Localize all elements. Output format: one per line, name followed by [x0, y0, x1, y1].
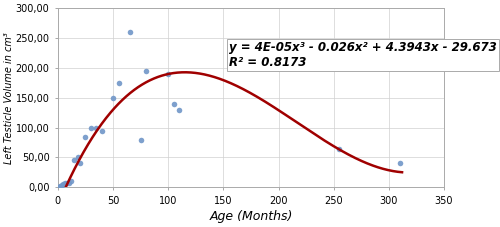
Point — [170, 102, 177, 106]
Point — [126, 30, 134, 34]
Point — [60, 181, 68, 185]
Point — [55, 185, 63, 189]
Point — [114, 81, 122, 85]
Point — [175, 108, 183, 111]
Point — [242, 60, 250, 64]
Point — [109, 96, 117, 100]
Text: y = 4E-05x³ - 0.026x² + 4.3943x - 29.673
R² = 0.8173: y = 4E-05x³ - 0.026x² + 4.3943x - 29.673… — [229, 41, 496, 69]
X-axis label: Age (Months): Age (Months) — [209, 210, 292, 223]
Point — [67, 180, 75, 183]
Point — [142, 69, 150, 73]
Point — [57, 184, 65, 187]
Y-axis label: Left Testicle Volume in cm³: Left Testicle Volume in cm³ — [4, 32, 14, 164]
Point — [56, 184, 64, 188]
Point — [65, 181, 73, 184]
Point — [335, 147, 343, 150]
Point — [62, 181, 70, 184]
Point — [76, 162, 84, 165]
Point — [136, 138, 144, 141]
Point — [74, 156, 82, 159]
Point — [82, 135, 90, 138]
Point — [58, 183, 66, 187]
Point — [164, 72, 172, 76]
Point — [396, 162, 404, 165]
Point — [98, 129, 106, 132]
Point — [70, 159, 78, 162]
Point — [87, 126, 95, 129]
Point — [60, 183, 68, 186]
Point — [92, 126, 100, 129]
